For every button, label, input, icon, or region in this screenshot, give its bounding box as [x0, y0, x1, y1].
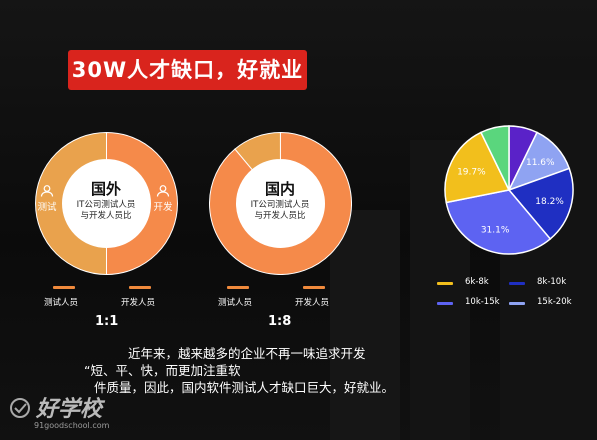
legend-swatch-test — [227, 286, 249, 289]
pie-legend-swatch — [509, 302, 525, 305]
donut-subtitle-line: 与开发人员比 — [254, 211, 306, 221]
pie-legend-swatch — [437, 302, 453, 305]
donut-hole — [62, 159, 151, 248]
donut-subtitle-line: 与开发人员比 — [80, 211, 132, 221]
pie-slice — [445, 189, 552, 255]
pie-legend-label: 6k-8k — [465, 277, 489, 287]
description-line-3: 件质量，因此，国内软件测试人才缺口巨大，好就业。 — [94, 380, 395, 395]
pie-slice-label: 18.2% — [535, 197, 564, 207]
ratio-abroad: 1:1 — [95, 314, 119, 329]
salary-pie-chart: 11.6% 18.2% 31.1% 19.7% — [444, 125, 574, 255]
legend-label-test: 测试人员 — [218, 298, 253, 308]
headline-banner: 30W人才缺口，好就业 — [68, 50, 307, 90]
pie-legend-swatch — [437, 282, 453, 285]
ratio-domestic: 1:8 — [268, 314, 292, 329]
person-icon — [40, 185, 54, 197]
donut-chart-abroad — [35, 132, 178, 275]
donut-center-title: 国内 — [264, 180, 295, 198]
legend-swatch-test — [53, 286, 75, 289]
side-label-text: 开发 — [153, 202, 173, 213]
pie-slice-label: 31.1% — [481, 226, 510, 236]
donut-hole — [236, 159, 325, 248]
donut-subtitle-line: IT公司测试人员 — [250, 200, 310, 210]
watermark-url: 91goodschool.com — [34, 421, 110, 430]
donut-chart-domestic — [209, 132, 352, 275]
pie-slice-label: 19.7% — [457, 167, 486, 177]
legend-label-dev: 开发人员 — [121, 298, 156, 308]
donut-center-subtitle: IT公司测试人员 与开发人员比 — [66, 200, 146, 222]
legend-label-test: 测试人员 — [44, 298, 79, 308]
watermark-logo-icon: 好学校 91goodschool.com — [10, 396, 110, 430]
legend-swatch-dev — [129, 286, 151, 289]
donut-center-subtitle: IT公司测试人员 与开发人员比 — [240, 200, 320, 222]
person-icon — [156, 185, 170, 197]
legend-swatch-dev — [303, 286, 325, 289]
description-line-1: 近年来，越来越多的企业不再一味追求开发 — [128, 346, 366, 361]
pie-legend-label: 8k-10k — [537, 277, 567, 287]
pie-slice-label: 11.6% — [526, 158, 555, 168]
donut-center-title: 国外 — [90, 180, 121, 198]
legend-label-dev: 开发人员 — [295, 298, 330, 308]
watermark-brand: 好学校 — [35, 396, 106, 422]
pie-legend-swatch — [509, 282, 525, 285]
side-label-text: 测试 — [37, 202, 57, 213]
side-label-test: 测试 — [34, 185, 60, 213]
pie-slice — [479, 125, 510, 191]
side-label-dev: 开发 — [150, 185, 176, 213]
pie-slice — [444, 131, 511, 204]
bg-building — [330, 210, 400, 440]
pie-slice — [507, 167, 574, 240]
pie-legend-label: 10k-15k — [465, 297, 500, 307]
donut-subtitle-line: IT公司测试人员 — [76, 200, 136, 210]
description-line-2: “短、平、快，而更加注重软 — [84, 363, 241, 378]
watermark: 好学校 91goodschool.com — [6, 392, 156, 436]
pie-legend-label: 15k-20k — [537, 297, 572, 307]
